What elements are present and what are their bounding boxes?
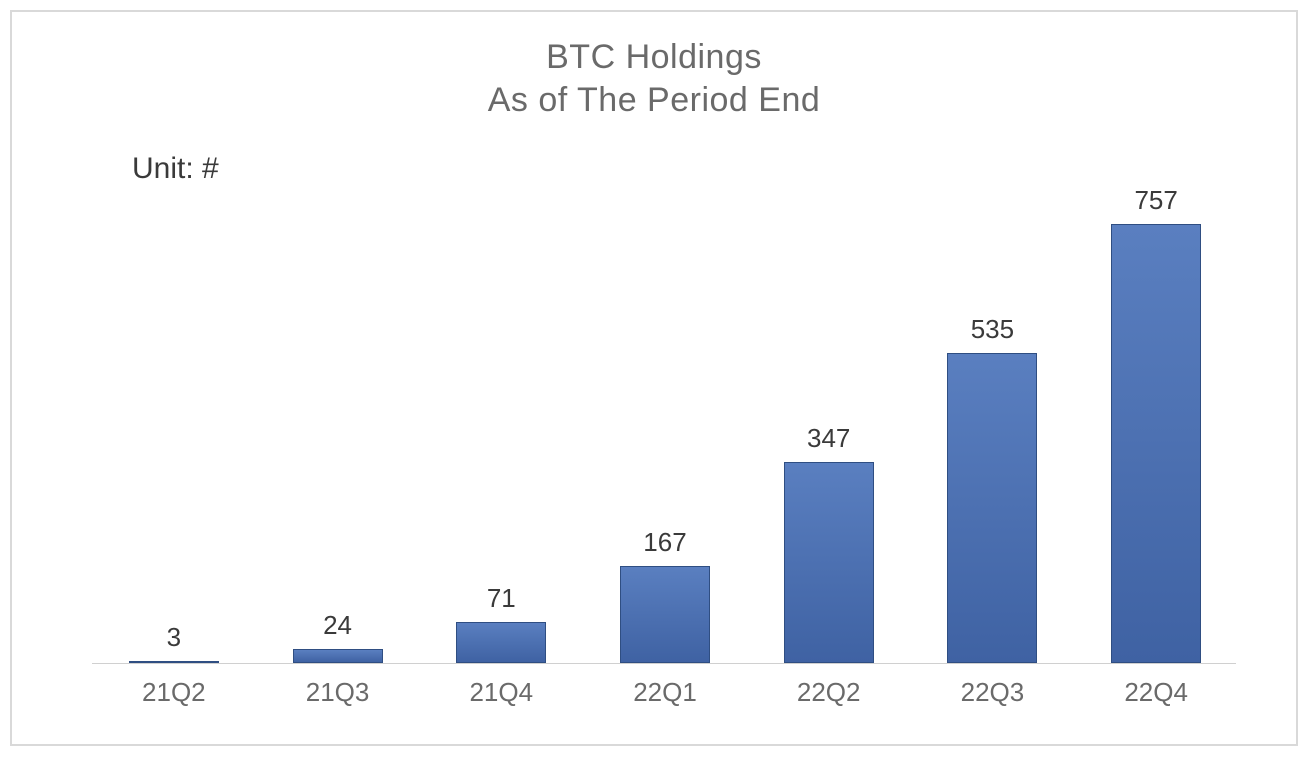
bar <box>129 661 219 663</box>
chart-frame: BTC Holdings As of The Period End Unit: … <box>10 10 1298 746</box>
chart-title: BTC Holdings As of The Period End <box>12 36 1296 121</box>
chart-title-line2: As of The Period End <box>12 79 1296 122</box>
bar-value-label: 535 <box>912 314 1072 345</box>
bar-value-label: 71 <box>421 583 581 614</box>
bar-value-label: 347 <box>749 423 909 454</box>
bar <box>1111 224 1201 663</box>
x-axis-label: 22Q4 <box>1076 677 1236 708</box>
bar-group: 34722Q2 <box>784 462 874 663</box>
bar-group: 75722Q4 <box>1111 224 1201 663</box>
bar-value-label: 167 <box>585 527 745 558</box>
bar-group: 7121Q4 <box>456 622 546 663</box>
x-axis-label: 22Q1 <box>585 677 745 708</box>
bar-group: 2421Q3 <box>293 649 383 663</box>
bar-value-label: 3 <box>94 622 254 653</box>
x-axis-label: 22Q3 <box>912 677 1072 708</box>
bar <box>784 462 874 663</box>
x-axis-label: 21Q2 <box>94 677 254 708</box>
x-axis-label: 21Q4 <box>421 677 581 708</box>
x-axis-label: 22Q2 <box>749 677 909 708</box>
bar-value-label: 757 <box>1076 185 1236 216</box>
bar-value-label: 24 <box>258 610 418 641</box>
unit-label: Unit: # <box>132 152 219 186</box>
chart-title-line1: BTC Holdings <box>12 36 1296 79</box>
bar-group: 321Q2 <box>129 661 219 663</box>
bar <box>947 353 1037 663</box>
plot-area: 321Q2 2421Q3 7121Q4 16722Q1 34722Q2 53522Q3 75… <box>92 202 1236 664</box>
bar <box>293 649 383 663</box>
bar <box>456 622 546 663</box>
bar <box>620 566 710 663</box>
bar-group: 53522Q3 <box>947 353 1037 663</box>
bar-group: 16722Q1 <box>620 566 710 663</box>
x-axis-label: 21Q3 <box>258 677 418 708</box>
